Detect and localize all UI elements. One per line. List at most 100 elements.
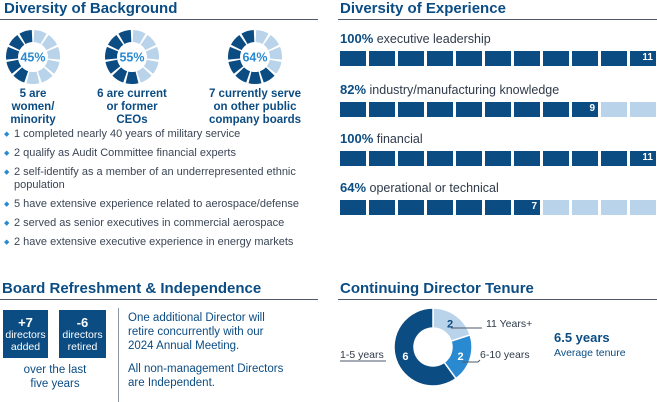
directors-retired-label: retired [67, 340, 98, 353]
paragraph-line: retire concurrently with our [128, 326, 264, 338]
list-item: 2 have extensive executive experience in… [4, 236, 314, 249]
directors-retired-label: directors [62, 329, 103, 341]
donut-caption-ceos: 6 are current or former CEOs [84, 88, 180, 127]
experience-pct: 100% [340, 31, 374, 46]
refreshment-period: over the last five years [3, 363, 107, 391]
directors-added-label: added [10, 340, 41, 353]
period-line: five years [30, 378, 80, 390]
experience-label: 100% financial [340, 131, 657, 147]
experience-cell [543, 51, 569, 66]
donut-segment [13, 67, 29, 83]
experience-cell [514, 51, 540, 66]
experience-cell [398, 51, 424, 66]
experience-cell: 7 [514, 200, 540, 215]
donut-segment [145, 46, 159, 60]
average-tenure-label: Average tenure [554, 347, 626, 359]
experience-cell [543, 200, 569, 215]
experience-count: 11 [642, 152, 653, 163]
caption-line: on other public [213, 101, 297, 113]
experience-row: 100% financial 11 [340, 131, 657, 166]
caption-line: women/ [11, 101, 55, 113]
donut-segment [37, 67, 53, 83]
refreshment-paragraph-1: One additional Director will retire conc… [128, 311, 318, 353]
average-tenure-value: 6.5 years [554, 330, 610, 345]
donut-caption-women: 5 are women/ minority [0, 88, 66, 127]
diversity-background-rule [0, 19, 318, 20]
experience-count: 7 [531, 201, 537, 212]
caption-line: company boards [208, 114, 302, 126]
experience-cell [427, 200, 453, 215]
experience-cells: 11 [340, 51, 657, 66]
experience-cell [514, 102, 540, 117]
donut-segment [268, 46, 282, 60]
tenure-segment-value: 6 [402, 351, 408, 363]
donut-segment [140, 34, 157, 51]
experience-cell [340, 51, 366, 66]
experience-cell [601, 51, 627, 66]
experience-cell [369, 102, 395, 117]
experience-row: 100% executive leadership 11 [340, 31, 657, 66]
diversity-experience-rule [338, 19, 657, 20]
experience-cells: 11 [340, 151, 657, 166]
experience-cell [485, 151, 511, 166]
donut-segment [132, 30, 146, 45]
list-item: 2 qualify as Audit Committee financial e… [4, 147, 314, 160]
donut-segment [125, 71, 139, 84]
experience-text: executive leadership [376, 32, 491, 46]
experience-cell [427, 151, 453, 166]
experience-cells: 7 [340, 200, 657, 215]
donut-segment [255, 30, 269, 45]
experience-cell [340, 151, 366, 166]
experience-row: 64% operational or technical 7 [340, 180, 657, 215]
experience-cell: 11 [630, 151, 656, 166]
tenure-label-11-plus: 11 Years+ [486, 318, 533, 330]
donut-segment [228, 46, 242, 60]
donut-segment [19, 30, 33, 45]
donut-segment [105, 59, 121, 74]
caption-line: 5 are [19, 88, 47, 100]
refreshment-title: Board Refreshment & Independence [2, 280, 262, 297]
list-item: 5 have extensive experience related to a… [4, 198, 314, 211]
experience-cell [456, 51, 482, 66]
experience-cell [427, 51, 453, 66]
experience-cell [456, 151, 482, 166]
donut-chart-ceos: 55% [105, 30, 159, 84]
experience-label: 64% operational or technical [340, 180, 657, 196]
tenure-title: Continuing Director Tenure [340, 280, 534, 297]
experience-text: industry/manufacturing knowledge [369, 83, 560, 97]
experience-cell [630, 200, 656, 215]
experience-pct: 64% [340, 180, 367, 195]
background-bullet-list: 1 completed nearly 40 years of military … [4, 128, 314, 255]
refreshment-divider [118, 308, 119, 402]
experience-row: 82% industry/manufacturing knowledge 9 [340, 82, 657, 117]
donut-segment [44, 59, 60, 74]
experience-cell [398, 102, 424, 117]
list-item: 2 served as senior executives in commerc… [4, 217, 314, 230]
experience-cell [369, 51, 395, 66]
experience-cell [572, 51, 598, 66]
donut-chart-boards: 64% [228, 30, 282, 84]
list-item: 1 completed nearly 40 years of military … [4, 128, 314, 141]
tenure-label-6-10: 6-10 years [480, 349, 530, 361]
experience-cell [398, 200, 424, 215]
caption-line: 6 are current [97, 88, 167, 100]
paragraph-line: 2024 Annual Meeting. [128, 340, 240, 352]
list-item: 2 self-identify as a member of an underr… [4, 166, 314, 192]
experience-cell [543, 151, 569, 166]
experience-cell [456, 102, 482, 117]
experience-cell [514, 151, 540, 166]
experience-cell [572, 151, 598, 166]
experience-cell [427, 102, 453, 117]
diversity-experience-title: Diversity of Experience [340, 0, 506, 17]
donut-percent-label: 64% [242, 51, 267, 65]
diversity-background-title: Diversity of Background [4, 0, 178, 17]
directors-added-value: +7 [18, 315, 33, 330]
donut-segment [105, 46, 119, 60]
donut-segment [6, 59, 22, 74]
experience-cell [369, 200, 395, 215]
experience-cell [456, 200, 482, 215]
caption-line: CEOs [116, 114, 148, 126]
experience-cell [485, 51, 511, 66]
donut-segment [228, 59, 244, 74]
experience-cell [630, 102, 656, 117]
